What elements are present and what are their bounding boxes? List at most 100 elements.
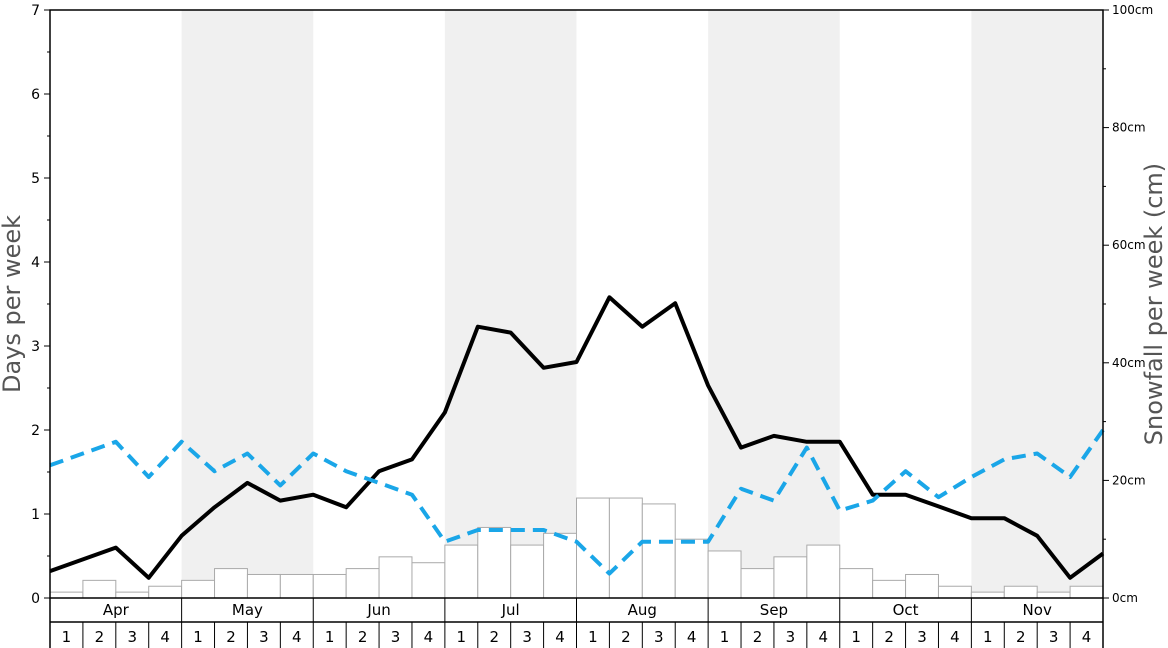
right-tick-label: 100cm (1112, 3, 1153, 17)
week-label: 2 (358, 628, 368, 646)
snowfall-bar (214, 568, 248, 599)
left-tick-label: 7 (31, 3, 40, 19)
week-label: 4 (819, 628, 829, 646)
week-label: 3 (1049, 628, 1059, 646)
snowfall-bar (1069, 585, 1104, 599)
snowfall-bar (905, 573, 939, 599)
snowfall-bar (181, 579, 216, 599)
snowfall-bar (477, 526, 512, 599)
month-label: May (232, 601, 263, 619)
month-label: Apr (103, 601, 130, 619)
month-band (181, 10, 314, 598)
snowfall-bar (773, 556, 808, 599)
month-label: Aug (628, 601, 657, 619)
snowfall-bar (937, 585, 972, 599)
snowfall-bar (740, 568, 775, 599)
week-label: 3 (259, 628, 269, 646)
month-row: Apr May Jun Jul Aug Sep Oct Nov (49, 598, 1104, 648)
month-label: Nov (1023, 601, 1052, 619)
solid-series-line (49, 295, 1105, 580)
week-row: 1 2 3 4 1 2 3 4 1 2 3 4 1 2 3 4 1 2 3 4 1 2 3 4 1 2 3 4 1 2 3 4 (62, 622, 1092, 648)
month-bands (181, 10, 1103, 598)
snowfall-bar (872, 579, 907, 599)
week-label: 2 (95, 628, 105, 646)
month-label: Jul (501, 601, 520, 619)
snowfall-bar (806, 544, 841, 599)
snowfall-bar (115, 591, 150, 599)
month-band (444, 10, 577, 598)
snowfall-bar (444, 544, 479, 599)
snowfall-bar (279, 573, 314, 599)
series-lines (49, 295, 1105, 580)
week-label: 1 (983, 628, 993, 646)
right-tick-label: 60cm (1112, 238, 1146, 252)
left-tick-label: 1 (31, 507, 40, 523)
snowfall-bar (312, 573, 347, 599)
week-label: 4 (160, 628, 170, 646)
snowfall-bar (378, 556, 413, 599)
week-label: 3 (917, 628, 927, 646)
right-tick-label: 80cm (1112, 121, 1146, 135)
week-label: 2 (1016, 628, 1026, 646)
snowfall-bar (839, 568, 874, 599)
week-label: 4 (424, 628, 434, 646)
month-label: Oct (893, 601, 919, 619)
week-label: 1 (62, 628, 72, 646)
left-tick-label: 4 (31, 255, 40, 271)
week-label: 2 (226, 628, 236, 646)
week-label: 3 (522, 628, 532, 646)
week-label: 1 (325, 628, 335, 646)
left-axis: 0 1 2 3 4 5 6 7 (31, 3, 50, 607)
snowfall-bar (641, 503, 676, 599)
right-axis: 0cm 20cm 40cm 60cm 80cm 100cm (1103, 3, 1153, 605)
left-tick-label: 0 (31, 591, 40, 607)
left-axis-title: Days per week (0, 215, 26, 393)
week-label: 4 (950, 628, 960, 646)
snowfall-bar (246, 573, 281, 599)
week-label: 3 (127, 628, 137, 646)
week-label: 4 (555, 628, 565, 646)
snowfall-bar (970, 591, 1005, 599)
week-label: 3 (391, 628, 401, 646)
snowfall-bar (1036, 591, 1071, 599)
snowfall-bar (82, 579, 117, 599)
month-label: Jun (366, 601, 390, 619)
week-label: 1 (193, 628, 203, 646)
week-label: 3 (786, 628, 796, 646)
right-axis-title: Snowfall per week (cm) (1140, 163, 1168, 445)
week-label: 1 (851, 628, 861, 646)
week-label: 4 (1082, 628, 1092, 646)
week-label: 3 (654, 628, 664, 646)
snowfall-bar (510, 544, 545, 599)
snowfall-bar (1003, 585, 1038, 599)
week-label: 1 (588, 628, 598, 646)
left-tick-label: 5 (31, 171, 40, 187)
right-tick-label: 0cm (1112, 591, 1138, 605)
week-label: 1 (457, 628, 467, 646)
snowfall-bar (543, 532, 577, 599)
week-label: 2 (884, 628, 894, 646)
snowfall-bar (345, 568, 380, 599)
month-band (971, 10, 1103, 598)
right-tick-label: 20cm (1112, 473, 1146, 487)
week-label: 1 (720, 628, 730, 646)
right-tick-label: 40cm (1112, 356, 1146, 370)
snowfall-bar (674, 538, 709, 599)
snowfall-bar (608, 497, 643, 599)
dashed-series-line (49, 428, 1105, 576)
week-label: 4 (292, 628, 302, 646)
left-tick-label: 2 (31, 423, 40, 439)
week-label: 2 (753, 628, 763, 646)
left-tick-label: 6 (31, 87, 40, 103)
month-band (708, 10, 840, 598)
snowfall-bar (148, 585, 183, 599)
week-label: 2 (489, 628, 499, 646)
week-label: 2 (621, 628, 631, 646)
snowfall-bar (49, 591, 84, 599)
left-tick-label: 3 (31, 339, 40, 355)
week-label: 4 (687, 628, 697, 646)
month-label: Sep (760, 601, 788, 619)
snowfall-bar (707, 550, 742, 599)
snowfall-bar (411, 562, 446, 599)
